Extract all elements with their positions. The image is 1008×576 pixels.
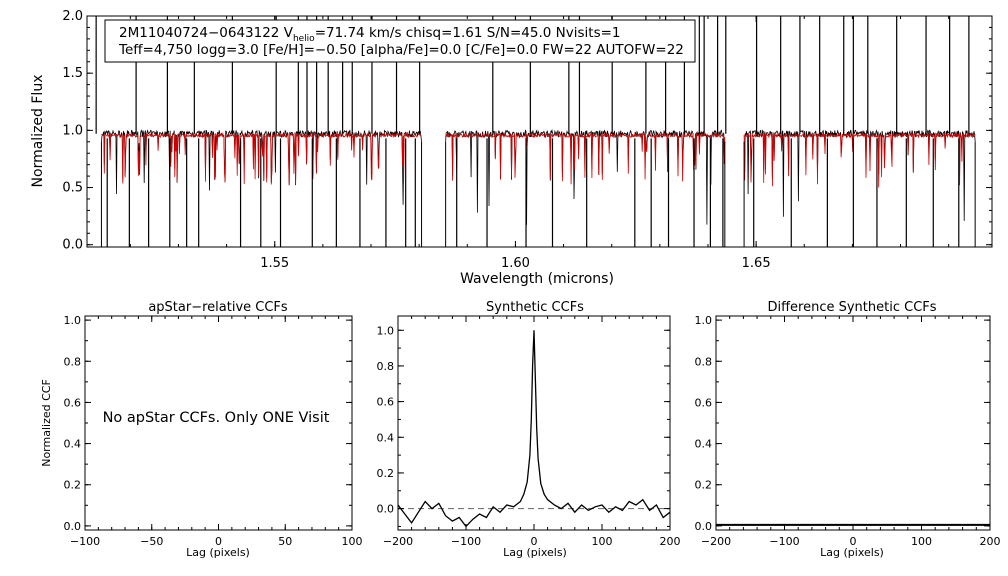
apstar-ccf-xlabel: Lag (pixels) bbox=[186, 546, 250, 559]
y-tick-label: 0.4 bbox=[64, 438, 82, 451]
x-tick-label: −200 bbox=[701, 535, 731, 548]
x-tick-label: 1.60 bbox=[501, 256, 530, 271]
y-tick-label: 0.8 bbox=[377, 360, 395, 373]
x-tick-label: −100 bbox=[70, 535, 100, 548]
info-line-2: Teff=4,750 logg=3.0 [Fe/H]=−0.50 [alpha/… bbox=[118, 42, 684, 58]
apstar-ccf-ylabel: Normalized CCF bbox=[40, 379, 53, 467]
spectrum-axes-frame bbox=[86, 15, 993, 248]
x-tick-label: 0 bbox=[215, 535, 222, 548]
observed-spectrum-chip-3 bbox=[743, 129, 976, 221]
v-subscript: helio bbox=[293, 34, 315, 44]
info-line-1-rest: =71.74 km/s chisq=1.61 S/N=45.0 Nvisits=… bbox=[315, 25, 621, 41]
y-tick-label: 0.2 bbox=[64, 479, 82, 492]
y-tick-label: 1.0 bbox=[64, 314, 82, 327]
y-tick-label: 0.8 bbox=[64, 355, 82, 368]
x-tick-label: 1.55 bbox=[260, 256, 289, 271]
x-tick-label: 200 bbox=[660, 535, 681, 548]
observed-spectrum-chip-1 bbox=[101, 129, 422, 205]
y-tick-label: 0.0 bbox=[62, 238, 83, 253]
y-tick-label: 0.6 bbox=[377, 396, 395, 409]
difference-ccf-panel: Difference Synthetic CCFs −200 −100 0 100 20… bbox=[695, 300, 1001, 559]
model-spectrum-chip-3 bbox=[743, 132, 976, 188]
spectrum-ylabel: Normalized Flux bbox=[30, 75, 46, 188]
synthetic-ccf-ticks: −200 −100 0 100 200 0.0 0.2 0.4 0.6 0.8 1.0 bbox=[377, 316, 681, 548]
x-tick-label: −100 bbox=[451, 535, 481, 548]
y-tick-label: 1.0 bbox=[62, 123, 83, 138]
x-tick-label: −100 bbox=[769, 535, 799, 548]
difference-ccf-ticks: −200 −100 0 100 200 0.0 0.2 0.4 0.6 0.8 1.0 bbox=[695, 314, 1001, 548]
synthetic-ccf-xlabel: Lag (pixels) bbox=[503, 546, 567, 559]
y-tick-label: 1.5 bbox=[62, 66, 83, 81]
y-tick-label: 0.4 bbox=[377, 431, 395, 444]
y-tick-label: 0.2 bbox=[695, 479, 713, 492]
synthetic-ccf-title: Synthetic CCFs bbox=[486, 300, 584, 315]
difference-ccf-xlabel: Lag (pixels) bbox=[820, 546, 884, 559]
y-tick-label: 0.2 bbox=[377, 467, 395, 480]
synthetic-ccf-line bbox=[397, 330, 671, 528]
difference-ccf-title: Difference Synthetic CCFs bbox=[767, 300, 936, 315]
x-tick-label: 100 bbox=[911, 535, 932, 548]
y-tick-label: 0.6 bbox=[64, 396, 82, 409]
star-id: 2M11040724−0643122 bbox=[119, 25, 279, 41]
y-tick-label: 2.0 bbox=[62, 9, 83, 24]
x-tick-label: 1.65 bbox=[742, 256, 771, 271]
x-tick-label: 0 bbox=[531, 535, 538, 548]
model-spectrum-chip-1 bbox=[101, 132, 422, 186]
info-box: 2M11040724−0643122 Vhelio=71.74 km/s chi… bbox=[104, 19, 696, 63]
model-spectrum-chip-2 bbox=[445, 132, 726, 185]
x-tick-label: 50 bbox=[278, 535, 292, 548]
x-tick-label: 100 bbox=[342, 535, 363, 548]
info-line-1: 2M11040724−0643122 Vhelio=71.74 km/s chi… bbox=[119, 25, 621, 44]
apstar-ccf-panel: apStar−relative CCFs −100 −50 0 50 100 0.0 0.2… bbox=[40, 300, 363, 559]
x-tick-label: −200 bbox=[383, 535, 413, 548]
y-tick-label: 0.0 bbox=[377, 503, 395, 516]
y-tick-label: 0.6 bbox=[695, 396, 713, 409]
y-tick-label: 0.0 bbox=[695, 520, 713, 533]
x-tick-label: 100 bbox=[592, 535, 613, 548]
y-tick-label: 1.0 bbox=[377, 324, 395, 337]
info-box-frame bbox=[104, 19, 696, 63]
y-tick-label: 1.0 bbox=[695, 314, 713, 327]
x-tick-label: 200 bbox=[980, 535, 1001, 548]
y-tick-label: 0.5 bbox=[62, 181, 83, 196]
x-tick-label: −50 bbox=[140, 535, 163, 548]
synthetic-ccf-lines bbox=[397, 330, 671, 528]
apstar-ccf-ticks: −100 −50 0 50 100 0.0 0.2 0.4 0.6 0.8 1.0 bbox=[64, 314, 363, 548]
v-symbol: V bbox=[284, 25, 294, 41]
spectrum-xlabel: Wavelength (microns) bbox=[460, 271, 614, 287]
x-tick-label: 0 bbox=[850, 535, 857, 548]
spectrum-ticks: 1.55 1.60 1.65 0.0 0.5 1.0 1.5 2.0 bbox=[62, 9, 992, 271]
no-ccf-message: No apStar CCFs. Only ONE Visit bbox=[103, 410, 330, 426]
y-tick-label: 0.8 bbox=[695, 355, 713, 368]
synthetic-ccf-panel: Synthetic CCFs −200 −100 0 100 200 0.0 0.2 0.4 0… bbox=[377, 300, 681, 559]
y-tick-label: 0.0 bbox=[64, 520, 82, 533]
apstar-ccf-title: apStar−relative CCFs bbox=[148, 300, 288, 315]
y-tick-label: 0.4 bbox=[695, 438, 713, 451]
